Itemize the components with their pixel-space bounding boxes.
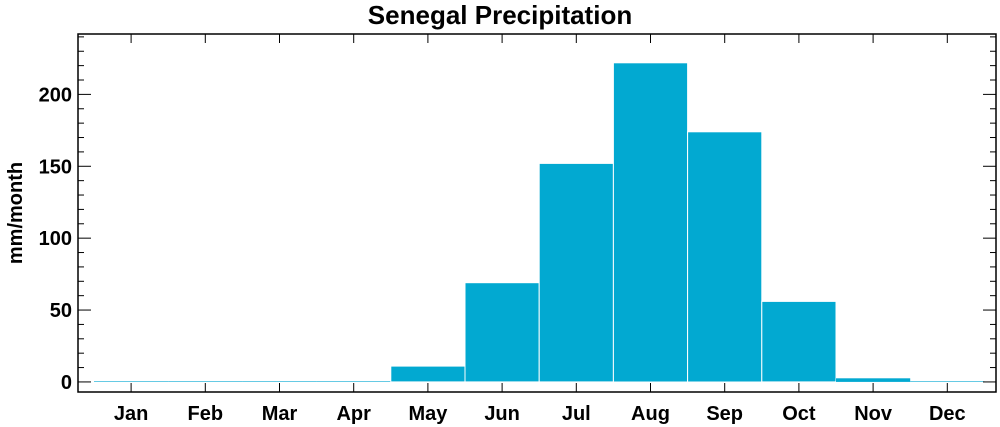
y-tick-label: 150 bbox=[39, 156, 72, 178]
bar-mar bbox=[242, 381, 317, 382]
bar-jan bbox=[94, 381, 169, 382]
y-tick-label: 100 bbox=[39, 228, 72, 250]
bar-aug bbox=[612, 62, 689, 383]
ticks-group bbox=[78, 34, 996, 392]
bar-jun bbox=[464, 282, 540, 383]
x-tick-label-aug: Aug bbox=[631, 403, 670, 425]
x-tick-label-mar: Mar bbox=[262, 403, 298, 425]
bar-nov bbox=[836, 378, 911, 382]
x-tick-label-oct: Oct bbox=[782, 403, 816, 425]
bar-oct bbox=[761, 300, 837, 383]
bar-jul bbox=[538, 162, 614, 383]
x-tick-label-jan: Jan bbox=[114, 403, 148, 425]
y-tick-label: 50 bbox=[50, 300, 72, 322]
x-tick-label-apr: Apr bbox=[336, 403, 371, 425]
x-tick-label-jul: Jul bbox=[562, 403, 591, 425]
x-tick-label-may: May bbox=[408, 403, 448, 425]
bar-apr bbox=[316, 381, 391, 382]
bar-feb bbox=[168, 381, 243, 382]
bar-sep bbox=[687, 131, 763, 383]
plot-frame bbox=[77, 33, 997, 393]
labels-group: Jan Feb Mar Apr May Jun Jul Aug Sep Oct Nov Dec 0 50 1… bbox=[39, 84, 966, 425]
bar-may bbox=[390, 365, 466, 383]
x-tick-label-dec: Dec bbox=[929, 403, 966, 425]
y-axis-label: mm/month bbox=[5, 162, 27, 264]
x-tick-label-nov: Nov bbox=[854, 403, 893, 425]
y-tick-label: 0 bbox=[61, 372, 72, 394]
chart-title: Senegal Precipitation bbox=[367, 0, 633, 30]
x-tick-label-sep: Sep bbox=[706, 403, 743, 425]
x-tick-label-jun: Jun bbox=[484, 403, 520, 425]
bar-dec bbox=[910, 381, 985, 382]
y-tick-label: 200 bbox=[39, 84, 72, 106]
x-tick-label-feb: Feb bbox=[188, 403, 224, 425]
bars-group bbox=[94, 62, 985, 383]
